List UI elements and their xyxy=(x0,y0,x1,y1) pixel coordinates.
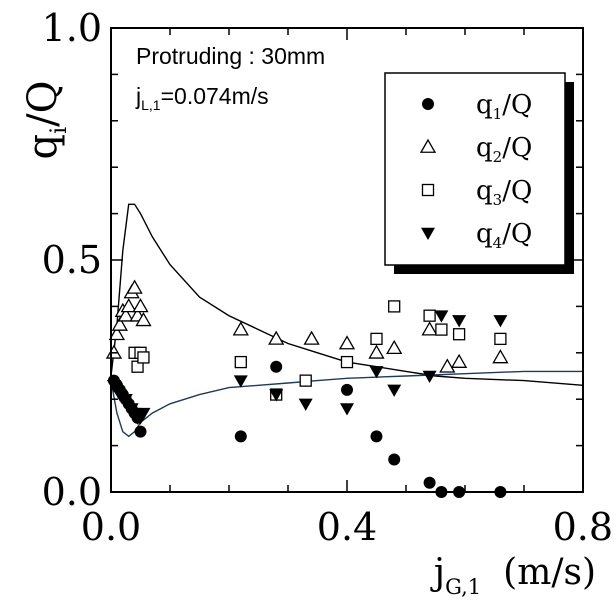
data-point xyxy=(494,332,507,346)
legend-box xyxy=(384,72,566,266)
data-point xyxy=(434,310,449,323)
series-q4 xyxy=(106,310,508,425)
data-point xyxy=(298,398,313,411)
x-axis-label: jG,1 (m/s) xyxy=(430,552,596,599)
data-point xyxy=(340,403,354,416)
axis-ticks xyxy=(110,27,584,493)
data-point xyxy=(369,366,384,379)
y-tick-label: 1.0 xyxy=(42,6,102,50)
data-point xyxy=(492,349,509,364)
data-point xyxy=(423,476,436,489)
data-point xyxy=(423,309,436,322)
data-point xyxy=(111,316,128,331)
data-point xyxy=(338,335,356,350)
data-point xyxy=(387,384,402,397)
data-point xyxy=(270,360,283,373)
data-point xyxy=(368,344,385,359)
legend-marker-q4 xyxy=(421,227,435,240)
data-point xyxy=(105,344,123,359)
data-point xyxy=(388,453,401,466)
data-point xyxy=(268,330,285,345)
data-point xyxy=(388,300,401,313)
annotation-liquid-velocity-main: j xyxy=(135,83,141,109)
data-point xyxy=(233,375,248,388)
annotation-liquid-velocity-sub: L,1 xyxy=(141,97,161,113)
x-axis-label-unit: (m/s) xyxy=(503,552,596,593)
legend-item-q4: q4/Q xyxy=(421,219,532,252)
data-point xyxy=(299,374,312,387)
data-point xyxy=(450,353,468,368)
legend-item-q2: q2/Q xyxy=(419,133,532,166)
data-point xyxy=(452,315,467,328)
data-point xyxy=(452,328,466,341)
data-point xyxy=(370,430,383,443)
data-point xyxy=(341,383,353,396)
data-point xyxy=(118,393,133,407)
legend-items: q1/Q q2/Q q3/Q q4/Q xyxy=(419,90,532,252)
data-point xyxy=(439,358,456,373)
data-point xyxy=(421,321,438,336)
tick-labels: 0.0 0.4 0.8 0.0 0.5 1.0 xyxy=(42,6,613,549)
x-axis-label-sub: G,1 xyxy=(445,575,481,599)
model-curve-2 xyxy=(110,370,583,438)
data-point xyxy=(126,279,143,294)
data-point xyxy=(422,370,437,383)
annotation-protruding: Protruding : 30mm xyxy=(136,43,325,69)
legend-item-q3: q3/Q xyxy=(421,176,532,209)
data-point xyxy=(303,330,320,345)
y-axis-label-sub: i xyxy=(47,127,72,134)
legend-label-q4: q4/Q xyxy=(476,219,532,252)
data-point xyxy=(493,315,508,328)
y-tick-label: 0.0 xyxy=(42,470,102,514)
data-point xyxy=(370,332,383,346)
data-point xyxy=(134,425,147,438)
data-point xyxy=(269,389,284,402)
y-axis-label-rest: /Q xyxy=(20,81,66,127)
legend-label-q3: q3/Q xyxy=(476,176,532,209)
annotation-liquid-velocity-rest: =0.074m/s xyxy=(161,83,269,109)
legend-marker-q1 xyxy=(422,98,434,110)
data-point xyxy=(135,312,152,327)
x-tick-label: 0.0 xyxy=(81,505,141,549)
data-point xyxy=(117,307,134,322)
y-tick-label: 0.5 xyxy=(42,238,102,282)
y-axis-label-main: q xyxy=(20,134,66,160)
data-point xyxy=(120,298,137,313)
legend-label-q1: q1/Q xyxy=(476,90,532,123)
data-point xyxy=(108,325,126,341)
series-q3 xyxy=(128,300,507,401)
y-axis-label: qi/Q xyxy=(20,81,72,160)
data-point xyxy=(435,323,448,336)
annotation-liquid-velocity: jL,1=0.074m/s xyxy=(135,83,269,113)
x-tick-label: 0.8 xyxy=(553,505,613,549)
legend-marker-q3 xyxy=(421,183,435,197)
data-point xyxy=(234,430,247,443)
data-point xyxy=(137,351,150,364)
legend-marker-q2 xyxy=(419,138,437,153)
data-point xyxy=(132,298,149,313)
data-point xyxy=(136,407,151,421)
x-tick-label: 0.4 xyxy=(317,505,377,549)
data-points xyxy=(105,279,509,498)
legend: q1/Q q2/Q q3/Q q4/Q xyxy=(384,72,574,274)
legend-label-q2: q2/Q xyxy=(476,133,532,166)
data-point xyxy=(232,321,249,336)
x-axis-label-main: j xyxy=(430,552,445,593)
svg-text:qi/Q: qi/Q xyxy=(20,81,72,160)
series-q2 xyxy=(105,279,509,373)
legend-item-q1: q1/Q xyxy=(422,90,532,123)
data-point xyxy=(340,355,354,369)
data-point xyxy=(234,355,247,369)
data-point xyxy=(386,339,403,355)
